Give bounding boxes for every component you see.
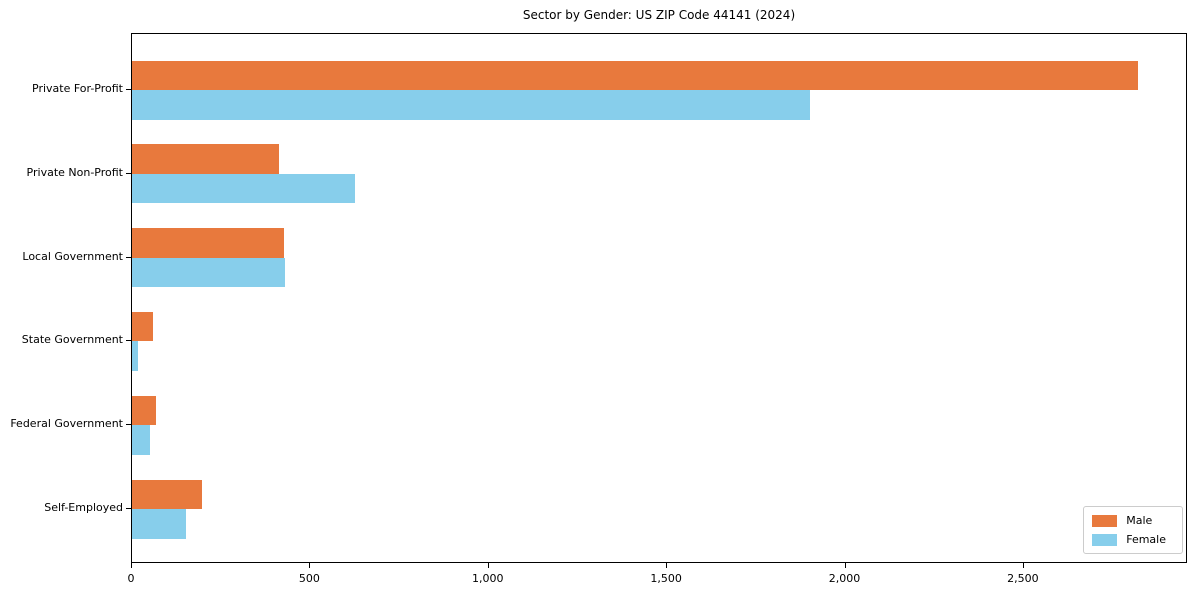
chart-title: Sector by Gender: US ZIP Code 44141 (202… bbox=[522, 8, 796, 22]
bar-female-state-government bbox=[132, 341, 139, 371]
x-tick bbox=[309, 563, 311, 568]
x-tick-label: 0 bbox=[127, 572, 135, 585]
x-tick-label: 500 bbox=[298, 572, 320, 585]
bar-female-local-government bbox=[132, 257, 285, 288]
x-tick bbox=[666, 563, 668, 568]
plot-area bbox=[131, 33, 1187, 563]
y-tick bbox=[126, 508, 131, 509]
legend-item-male: Male bbox=[1092, 514, 1166, 527]
y-tick-label: Private For-Profit bbox=[32, 82, 123, 95]
bar-male-self-employed bbox=[132, 479, 203, 509]
y-tick bbox=[126, 424, 131, 426]
x-tick-label: 1,000 bbox=[472, 572, 504, 585]
bar-male-state-government bbox=[132, 311, 154, 342]
y-tick bbox=[126, 340, 131, 342]
bar-male-local-government bbox=[132, 228, 284, 258]
bar-male-private-for-profit bbox=[132, 60, 1139, 90]
bar-female-self-employed bbox=[132, 509, 186, 539]
bar-female-private-for-profit bbox=[132, 90, 810, 120]
y-tick-label: Private Non-Profit bbox=[26, 165, 123, 179]
x-tick bbox=[487, 563, 489, 568]
y-tick bbox=[126, 89, 131, 90]
x-tick bbox=[1022, 563, 1024, 568]
bar-male-private-non-profit bbox=[132, 144, 279, 174]
x-tick-label: 1,500 bbox=[650, 572, 682, 585]
y-tick-label: Local Government bbox=[22, 249, 123, 263]
legend-label-male: Male bbox=[1126, 514, 1153, 527]
x-tick bbox=[844, 563, 846, 568]
y-tick bbox=[126, 172, 131, 174]
x-tick-label: 2,500 bbox=[1007, 572, 1039, 585]
legend-label-female: Female bbox=[1126, 533, 1166, 546]
y-tick-label: Self-Employed bbox=[44, 501, 123, 514]
y-tick-label: State Government bbox=[21, 333, 123, 347]
y-tick-label: Federal Government bbox=[10, 417, 123, 431]
legend: Male Female bbox=[1083, 506, 1183, 554]
y-tick bbox=[126, 256, 131, 258]
bar-female-federal-government bbox=[132, 425, 151, 455]
female-swatch-icon bbox=[1092, 533, 1118, 546]
legend-item-female: Female bbox=[1092, 533, 1166, 546]
x-tick-label: 2,000 bbox=[828, 572, 861, 585]
male-swatch-icon bbox=[1092, 514, 1118, 527]
x-tick bbox=[131, 563, 132, 568]
bar-female-private-non-profit bbox=[132, 173, 355, 204]
bar-male-federal-government bbox=[132, 395, 156, 426]
